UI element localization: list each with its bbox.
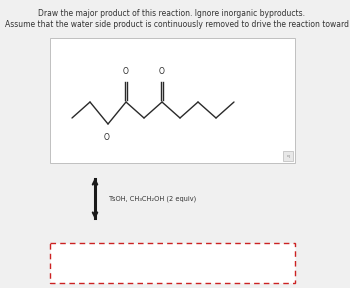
Text: q: q — [287, 154, 289, 158]
Text: Draw the major product of this reaction. Ignore inorganic byproducts.: Draw the major product of this reaction.… — [38, 9, 306, 18]
Text: TsOH, CH₃CH₂OH (2 equiv): TsOH, CH₃CH₂OH (2 equiv) — [109, 195, 196, 202]
Text: O: O — [104, 133, 110, 142]
Text: O: O — [159, 67, 165, 76]
Text: Assume that the water side product is continuously removed to drive the reaction: Assume that the water side product is co… — [5, 20, 350, 29]
Bar — [50, 243, 295, 283]
Text: O: O — [123, 67, 129, 76]
Bar — [283, 151, 293, 161]
Bar — [50, 38, 295, 163]
